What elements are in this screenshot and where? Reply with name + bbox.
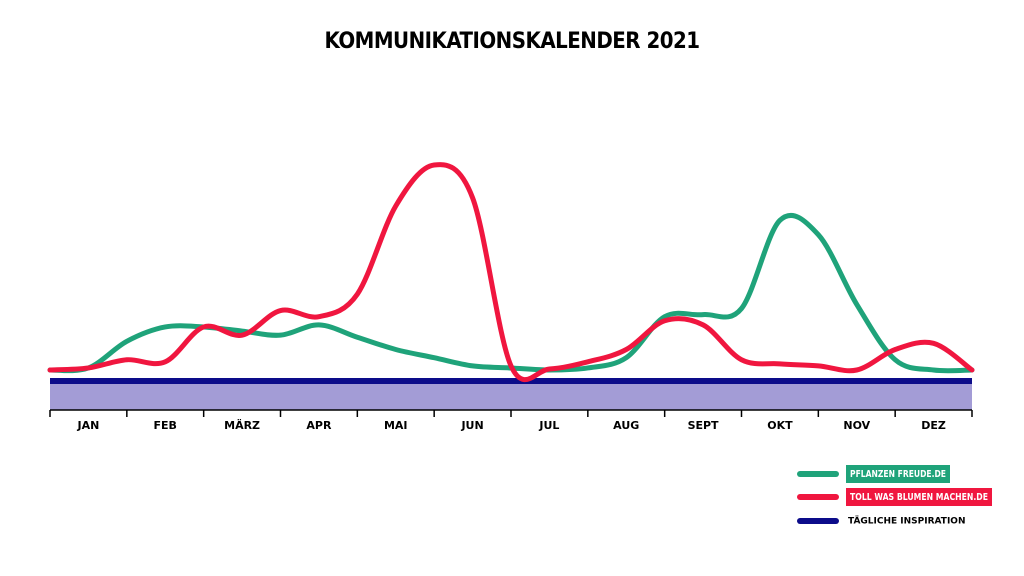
- x-tick-label: OKT: [767, 419, 793, 432]
- legend-label: TÄGLICHE INSPIRATION: [848, 516, 965, 527]
- series-line: [47, 162, 975, 383]
- legend-badge: [846, 488, 992, 506]
- x-tick-label: JUL: [538, 419, 559, 432]
- x-tick-label: AUG: [613, 419, 639, 432]
- legend-label: TOLL WAS BLUMEN MACHEN.DE: [850, 492, 988, 503]
- x-tick-label: SEPT: [688, 419, 719, 432]
- x-tick-label: MAI: [384, 419, 408, 432]
- x-tick-label: APR: [306, 419, 332, 432]
- legend-label: PFLANZEN FREUDE.DE: [850, 469, 946, 480]
- x-tick-label: JAN: [77, 419, 100, 432]
- x-tick-label: DEZ: [921, 419, 946, 432]
- timeline-band: [50, 384, 972, 410]
- x-tick-label: MÄRZ: [224, 418, 260, 432]
- series-line: [47, 212, 975, 374]
- x-tick-label: NOV: [843, 419, 870, 432]
- x-tick-label: FEB: [154, 419, 177, 432]
- x-tick-label: JUN: [460, 419, 483, 432]
- chart-title: KOMMUNIKATIONSKALENDER 2021: [324, 29, 699, 54]
- legend-badge: [846, 465, 950, 483]
